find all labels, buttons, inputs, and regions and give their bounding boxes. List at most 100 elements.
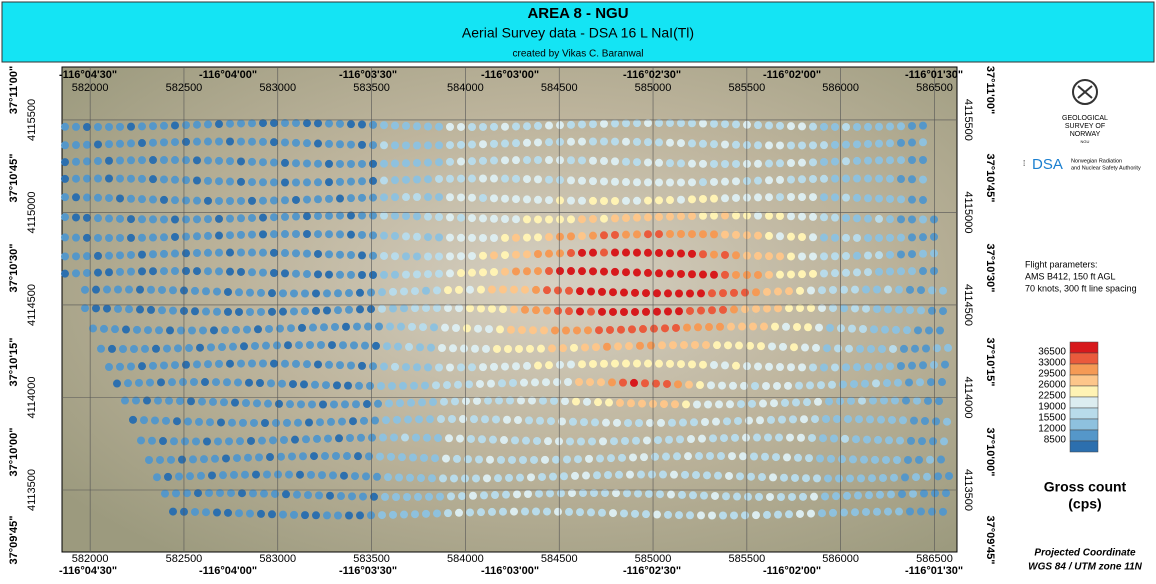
survey-point (466, 508, 474, 516)
survey-point (259, 269, 267, 277)
survey-point (862, 305, 870, 313)
survey-point (666, 213, 674, 221)
survey-point (545, 156, 553, 164)
survey-point (257, 308, 265, 316)
survey-point (391, 271, 399, 279)
survey-point (632, 437, 640, 445)
survey-point (881, 326, 889, 334)
survey-point (137, 436, 145, 444)
survey-point (697, 289, 705, 297)
survey-point (361, 342, 369, 350)
survey-point (190, 378, 198, 386)
longitude-label: -116°04'30" (59, 565, 117, 577)
survey-point (725, 472, 733, 480)
survey-point (770, 399, 778, 407)
survey-point (694, 323, 702, 331)
survey-point (605, 399, 613, 407)
survey-point (631, 289, 639, 297)
survey-point (622, 231, 630, 239)
survey-point (707, 381, 715, 389)
survey-point (908, 233, 916, 241)
survey-point (407, 399, 415, 407)
survey-point (534, 175, 542, 183)
latitude-label: 37°10'00" (8, 428, 20, 477)
survey-point (512, 215, 520, 223)
survey-point (642, 510, 650, 518)
survey-point (279, 511, 287, 519)
survey-point (857, 474, 865, 482)
survey-point (452, 324, 460, 332)
survey-point (529, 326, 537, 334)
survey-point (897, 175, 905, 183)
survey-point (477, 305, 485, 313)
survey-point (759, 400, 767, 408)
survey-point (259, 214, 267, 222)
survey-point (831, 175, 839, 183)
survey-point (885, 436, 893, 444)
longitude-label: -116°01'30" (905, 69, 963, 81)
survey-point (281, 230, 289, 238)
survey-point (684, 452, 692, 460)
survey-point (686, 289, 694, 297)
survey-point (534, 233, 542, 241)
survey-point (358, 194, 366, 202)
survey-point (374, 400, 382, 408)
survey-point (61, 252, 69, 260)
survey-point (611, 197, 619, 205)
survey-point (446, 213, 454, 221)
northing-label: 4114500 (26, 284, 38, 326)
survey-point (647, 341, 655, 349)
survey-point (122, 326, 130, 334)
survey-point (332, 452, 340, 460)
survey-point (668, 419, 676, 427)
survey-point (543, 286, 551, 294)
survey-point (685, 381, 693, 389)
survey-point (323, 511, 331, 519)
survey-point (897, 250, 905, 258)
survey-point (314, 140, 322, 148)
survey-point (424, 363, 432, 371)
survey-point (171, 138, 179, 146)
survey-point (865, 491, 873, 499)
survey-point (622, 138, 630, 146)
survey-point (842, 269, 850, 277)
survey-point (680, 341, 688, 349)
survey-point (820, 123, 828, 131)
survey-point (215, 360, 223, 368)
survey-point (413, 212, 421, 220)
survey-point (204, 360, 212, 368)
survey-point (862, 508, 870, 516)
survey-point (751, 382, 759, 390)
survey-point (534, 267, 542, 275)
survey-point (633, 197, 641, 205)
survey-point (248, 231, 256, 239)
survey-point (721, 178, 729, 186)
survey-point (836, 397, 844, 405)
survey-point (929, 437, 937, 445)
survey-point (666, 196, 674, 204)
survey-point (884, 286, 892, 294)
survey-point (158, 306, 166, 314)
survey-point (188, 326, 196, 334)
survey-point (871, 456, 879, 464)
survey-point (644, 178, 652, 186)
survey-point (732, 177, 740, 185)
survey-point (207, 343, 215, 351)
survey-point (380, 193, 388, 201)
survey-point (765, 121, 773, 129)
survey-point (468, 269, 476, 277)
survey-point (202, 287, 210, 295)
survey-point (566, 437, 574, 445)
survey-point (467, 435, 475, 443)
survey-point (549, 473, 557, 481)
survey-point (908, 175, 916, 183)
survey-point (523, 139, 531, 147)
survey-point (400, 511, 408, 519)
survey-point (402, 159, 410, 167)
survey-point (897, 362, 905, 370)
survey-point (831, 141, 839, 149)
survey-point (697, 511, 705, 519)
survey-point (223, 378, 231, 386)
survey-point (766, 493, 774, 501)
survey-point (446, 269, 454, 277)
